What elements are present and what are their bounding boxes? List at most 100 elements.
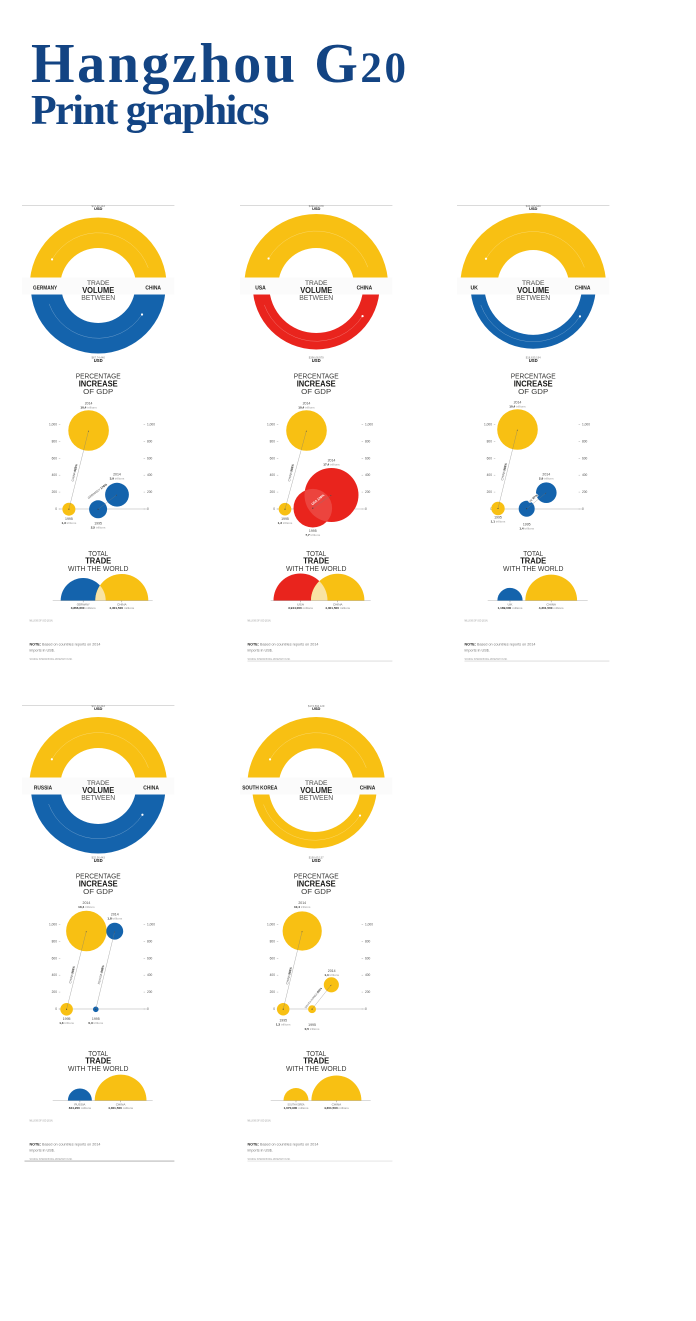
svg-text:PERCENTAGE: PERCENTAGE xyxy=(76,372,121,381)
svg-text:10,4 trillions: 10,4 trillions xyxy=(294,905,311,909)
svg-text:USD: USD xyxy=(94,706,103,711)
svg-text:CHINA: CHINA xyxy=(116,1102,127,1106)
svg-text:10,4 trillions: 10,4 trillions xyxy=(298,405,315,409)
svg-text:800: 800 xyxy=(365,939,371,943)
svg-text:2014: 2014 xyxy=(514,401,522,405)
svg-text:VOLUME: VOLUME xyxy=(82,285,114,295)
svg-text:800: 800 xyxy=(147,939,153,943)
svg-text:imports in US$.: imports in US$. xyxy=(465,648,490,652)
svg-text:400: 400 xyxy=(52,973,58,977)
svg-text:1995: 1995 xyxy=(308,1023,316,1027)
svg-text:TRADE: TRADE xyxy=(87,280,110,287)
svg-text:2014: 2014 xyxy=(543,472,551,476)
svg-text:0: 0 xyxy=(491,507,493,511)
svg-text:UK: UK xyxy=(471,286,478,292)
svg-text:0: 0 xyxy=(365,1007,367,1011)
svg-text:4,301,500 millions: 4,301,500 millions xyxy=(539,606,564,610)
svg-text:CHINA 983%: CHINA 983% xyxy=(287,463,295,481)
svg-text:MILLIONS OF USD (2014): MILLIONS OF USD (2014) xyxy=(247,619,270,622)
svg-text:NOTE: Based on countries repor: NOTE: Based on countries reports on 2014 xyxy=(247,1142,318,1146)
svg-text:2014: 2014 xyxy=(303,402,311,406)
svg-text:600: 600 xyxy=(487,456,493,460)
svg-text:BETWEEN: BETWEEN xyxy=(299,293,333,302)
svg-text:2014: 2014 xyxy=(328,458,336,462)
svg-text:1,4 trillions: 1,4 trillions xyxy=(324,973,339,977)
svg-text:PERCENTAGE: PERCENTAGE xyxy=(294,372,339,381)
svg-text:BETWEEN: BETWEEN xyxy=(81,293,115,302)
svg-text:CHINA: CHINA xyxy=(117,602,128,606)
svg-text:TRADE: TRADE xyxy=(87,780,110,787)
svg-text:3,9 trillions: 3,9 trillions xyxy=(110,476,125,480)
svg-text:TRADE: TRADE xyxy=(305,780,328,787)
svg-text:CHINA: CHINA xyxy=(146,286,162,292)
svg-text:CHINA 983%: CHINA 983% xyxy=(500,462,508,480)
svg-text:0: 0 xyxy=(55,507,57,511)
svg-text:TOTAL: TOTAL xyxy=(88,549,108,558)
svg-text:1,000: 1,000 xyxy=(484,423,492,427)
svg-text:TRADE: TRADE xyxy=(305,280,328,287)
svg-text:0: 0 xyxy=(365,507,367,511)
svg-text:INCREASE: INCREASE xyxy=(297,380,336,389)
svg-text:600: 600 xyxy=(365,456,371,460)
svg-text:1,000: 1,000 xyxy=(582,423,590,427)
svg-text:MILLIONS OF USD (2014): MILLIONS OF USD (2014) xyxy=(30,1119,53,1122)
svg-text:400: 400 xyxy=(147,973,153,977)
svg-text:INCREASE: INCREASE xyxy=(79,880,118,889)
svg-text:imports in US$.: imports in US$. xyxy=(247,1148,272,1152)
svg-text:GERMANY 176%: GERMANY 176% xyxy=(87,482,108,500)
svg-text:1,000: 1,000 xyxy=(365,923,373,927)
svg-text:0,3 trillions: 0,3 trillions xyxy=(89,1021,104,1025)
svg-text:400: 400 xyxy=(365,973,371,977)
svg-text:200: 200 xyxy=(365,490,371,494)
svg-text:600: 600 xyxy=(270,456,276,460)
svg-text:3,866,600 millions: 3,866,600 millions xyxy=(71,606,96,610)
svg-text:2014: 2014 xyxy=(111,913,119,917)
svg-text:WITH THE WORLD: WITH THE WORLD xyxy=(286,1064,346,1073)
svg-text:1,000: 1,000 xyxy=(49,923,57,927)
svg-text:MILLIONS OF USD (2014): MILLIONS OF USD (2014) xyxy=(30,619,53,622)
svg-text:0: 0 xyxy=(147,1007,149,1011)
svg-text:imports in US$.: imports in US$. xyxy=(30,648,55,652)
svg-text:UK: UK xyxy=(508,602,514,606)
svg-text:TOTAL: TOTAL xyxy=(524,549,544,558)
svg-text:600: 600 xyxy=(365,956,371,960)
svg-text:1,3 trillions: 1,3 trillions xyxy=(59,1021,74,1025)
svg-text:1,000: 1,000 xyxy=(49,423,57,427)
svg-text:600: 600 xyxy=(52,456,58,460)
svg-text:1,000: 1,000 xyxy=(147,923,155,927)
svg-text:400: 400 xyxy=(147,473,153,477)
svg-text:4,301,500 millions: 4,301,500 millions xyxy=(108,1106,133,1110)
svg-text:PERCENTAGE: PERCENTAGE xyxy=(76,872,121,881)
svg-text:200: 200 xyxy=(270,490,276,494)
svg-text:USD: USD xyxy=(94,358,103,363)
svg-text:RUSSIA: RUSSIA xyxy=(75,1102,87,1106)
svg-text:2014: 2014 xyxy=(298,901,306,905)
svg-text:$18,635,194: $18,635,194 xyxy=(526,356,541,360)
svg-text:200: 200 xyxy=(52,990,58,994)
svg-text:imports in US$.: imports in US$. xyxy=(30,1148,55,1152)
svg-text:1995: 1995 xyxy=(281,517,289,521)
svg-text:USA: USA xyxy=(255,286,265,292)
svg-text:$67,74,440: $67,74,440 xyxy=(92,356,106,360)
svg-text:SOURCE: INTERNATIONAL MONETARY: SOURCE: INTERNATIONAL MONETARY FUND. xyxy=(30,658,73,661)
svg-text:400: 400 xyxy=(270,973,276,977)
svg-text:400: 400 xyxy=(582,473,588,477)
svg-text:0: 0 xyxy=(273,1007,275,1011)
svg-text:10,4 trillions: 10,4 trillions xyxy=(510,404,527,408)
svg-text:TRADE: TRADE xyxy=(521,556,547,565)
svg-text:600: 600 xyxy=(582,456,588,460)
svg-text:USA 126%: USA 126% xyxy=(310,493,325,506)
svg-text:1,000: 1,000 xyxy=(267,423,275,427)
svg-text:CHINA 983%: CHINA 983% xyxy=(285,966,293,984)
svg-text:UK 97%: UK 97% xyxy=(528,493,539,503)
svg-text:NOTE: Based on countries repor: NOTE: Based on countries reports on 2014 xyxy=(30,642,101,646)
svg-text:TOTAL: TOTAL xyxy=(306,1049,326,1058)
svg-text:600: 600 xyxy=(52,956,58,960)
svg-text:1,000: 1,000 xyxy=(365,423,373,427)
svg-text:CHINA: CHINA xyxy=(575,286,591,292)
svg-text:BETWEEN: BETWEEN xyxy=(299,793,333,802)
svg-text:CHINA 983%: CHINA 983% xyxy=(500,462,508,480)
svg-text:USA: USA xyxy=(297,602,305,606)
svg-text:800: 800 xyxy=(270,939,276,943)
svg-text:400: 400 xyxy=(52,473,58,477)
